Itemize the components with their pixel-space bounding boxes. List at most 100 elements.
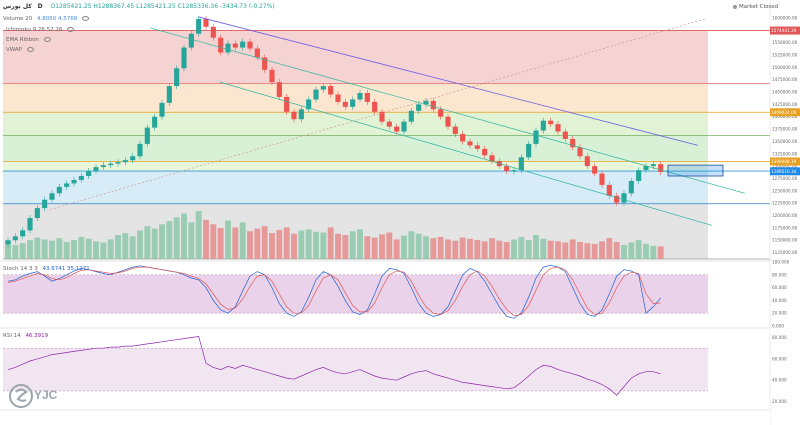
- candle: [122, 160, 128, 163]
- volume-bar: [643, 243, 649, 259]
- candle: [628, 180, 634, 194]
- volume-bar: [408, 231, 415, 259]
- volume-bar: [489, 238, 495, 259]
- eye-icon[interactable]: [43, 37, 51, 42]
- ema-legend[interactable]: EMA Ribbon: [6, 37, 51, 43]
- vwap-label: VWAP: [6, 47, 22, 53]
- price-tick-label: 1400000.00: [772, 114, 798, 119]
- volume-bar: [584, 243, 591, 259]
- volume-bar: [173, 217, 180, 259]
- watermark-text: YJC: [34, 388, 58, 402]
- symbol-info-row: کل بورس D O1285421.25 H1288367.45 L12854…: [3, 3, 275, 10]
- candle: [93, 167, 99, 172]
- volume-bar: [291, 233, 297, 259]
- volume-bar: [159, 224, 165, 259]
- candle: [137, 143, 143, 157]
- volume-bar: [247, 231, 253, 259]
- candle: [232, 43, 238, 48]
- volume-bar: [144, 226, 151, 259]
- price-tick-label: 1550000.00: [772, 40, 798, 45]
- volume-bar: [393, 239, 400, 259]
- volume-bar: [78, 236, 85, 259]
- eye-icon[interactable]: [81, 16, 89, 21]
- trendline-mid: [149, 27, 746, 194]
- candle: [291, 111, 297, 120]
- volume-bar: [254, 228, 261, 259]
- volume-bar: [49, 240, 55, 259]
- candle: [408, 110, 414, 122]
- volume-bar: [71, 240, 77, 259]
- eye-icon[interactable]: [67, 27, 75, 32]
- candle: [218, 37, 224, 53]
- volume-bar: [210, 224, 217, 259]
- price-tag: [770, 167, 800, 176]
- price-tick-label: 1125000.00: [772, 250, 798, 255]
- candle: [438, 109, 444, 117]
- rsi-legend[interactable]: RSI 14 46.3919: [3, 333, 48, 339]
- volume-bar: [181, 213, 187, 259]
- stoch-tick-label: 0.000: [772, 324, 784, 329]
- ichimoku-legend[interactable]: Ichimoku 9 26 52 26: [6, 27, 75, 33]
- candle: [328, 86, 334, 95]
- volume-bar: [357, 229, 363, 259]
- price-tag-label: 1409024.09: [771, 110, 797, 115]
- volume-bar: [474, 240, 481, 259]
- volume-bar: [85, 238, 92, 259]
- stoch-tick-label: 100.000: [772, 260, 790, 265]
- price-tick-label: 1450000.00: [772, 90, 798, 95]
- candle: [269, 69, 275, 83]
- candle: [452, 126, 458, 135]
- candle: [306, 99, 312, 110]
- eye-icon[interactable]: [26, 47, 34, 52]
- price-tag: [770, 108, 800, 117]
- candle: [643, 166, 649, 171]
- rsi-band: [3, 348, 708, 391]
- trendline-upper: [198, 16, 699, 146]
- candle: [78, 176, 84, 180]
- fib-zone: [3, 161, 708, 172]
- candle: [614, 195, 620, 203]
- vwap-legend[interactable]: VWAP: [6, 47, 34, 53]
- price-box: [667, 164, 724, 177]
- volume-bar: [386, 232, 393, 259]
- candle: [474, 145, 480, 149]
- candle: [115, 162, 121, 164]
- candle: [12, 236, 18, 241]
- volume-bar: [467, 238, 473, 259]
- price-tick-label: 1275000.00: [772, 176, 798, 181]
- volume-bar: [371, 237, 378, 259]
- stoch-tick-label: 60.000: [772, 285, 787, 290]
- volume-bar: [621, 245, 627, 259]
- candle: [64, 183, 70, 187]
- stoch-legend[interactable]: Stoch 14 3 3 43.6741 35.1271: [3, 266, 90, 272]
- candle: [489, 155, 495, 162]
- volume-values: 4.8050 4.5768: [36, 16, 78, 22]
- rsi-tick-label: 20.000: [772, 399, 787, 404]
- volume-bar: [203, 219, 209, 259]
- volume-bar: [657, 246, 664, 259]
- candle: [342, 101, 348, 107]
- interval-label[interactable]: D: [37, 3, 43, 10]
- watermark-logo: YJC: [8, 383, 68, 411]
- candle: [108, 163, 114, 166]
- volume-bar: [305, 229, 312, 259]
- price-tag-label: 1309408.19: [771, 159, 797, 164]
- status-dot-icon: [733, 4, 737, 9]
- volume-bar: [423, 236, 429, 259]
- volume-legend[interactable]: Volume 20 4.8050 4.5768: [3, 16, 89, 22]
- volume-bar: [34, 237, 41, 259]
- candle: [650, 164, 656, 167]
- candle: [350, 99, 356, 107]
- yjc-logo-icon: [9, 384, 33, 408]
- symbol-name[interactable]: کل بورس: [3, 3, 32, 10]
- candle: [394, 126, 400, 132]
- ema-label: EMA Ribbon: [6, 37, 39, 43]
- candle: [526, 143, 532, 158]
- price-tick-label: 1150000.00: [772, 238, 798, 243]
- candle: [570, 138, 576, 148]
- candle: [152, 116, 158, 128]
- volume-bar: [195, 211, 202, 259]
- volume-bar: [569, 239, 576, 259]
